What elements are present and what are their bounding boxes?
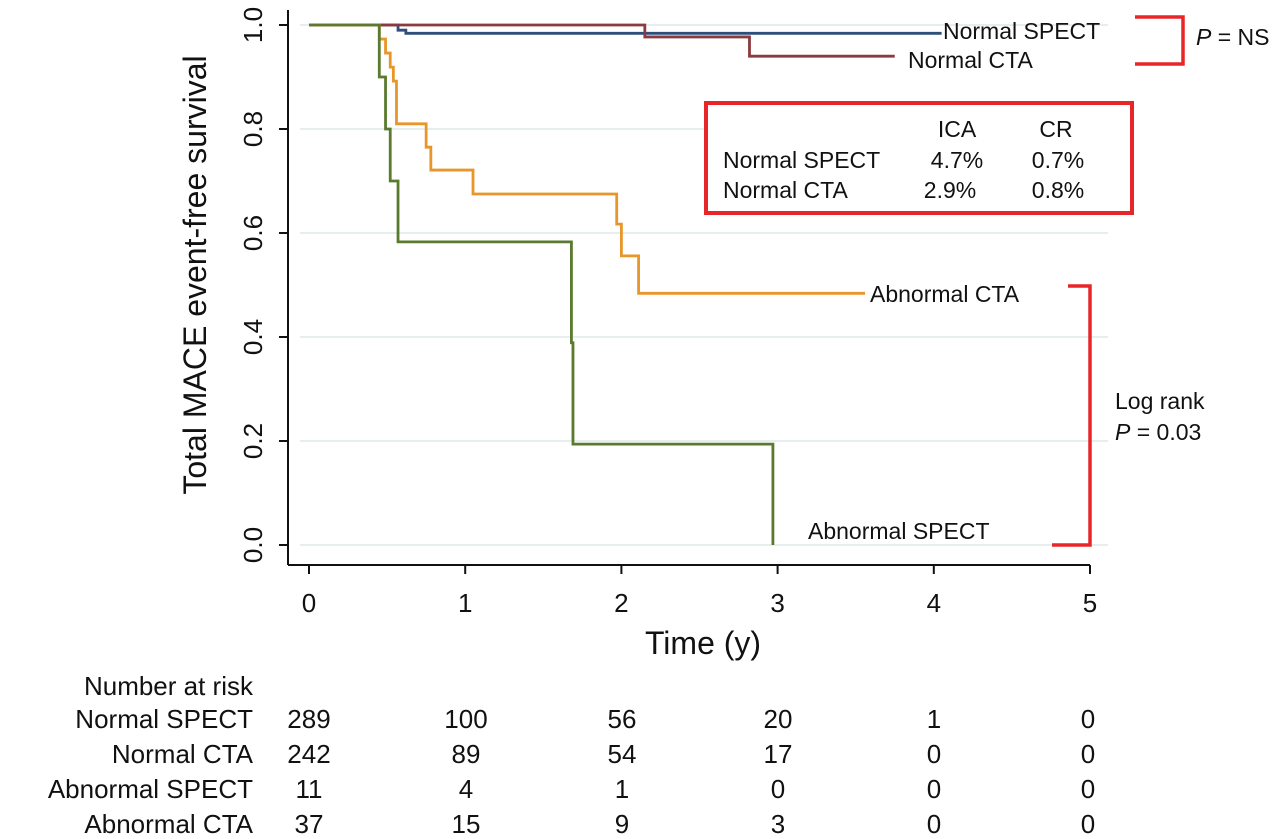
risk-row-label: Abnormal SPECT — [48, 774, 253, 804]
y-tick-label: 1.0 — [238, 7, 268, 43]
risk-cell: 17 — [764, 739, 793, 769]
risk-cell: 289 — [287, 704, 330, 734]
risk-cell: 54 — [608, 739, 637, 769]
label-normal-spect: Normal SPECT — [943, 18, 1100, 44]
x-tick-label: 0 — [302, 588, 316, 618]
risk-cell: 0 — [1081, 774, 1095, 804]
y-tick-label: 0.6 — [238, 215, 268, 251]
x-tick-label: 5 — [1083, 588, 1097, 618]
logrank-text: = 0.03 — [1130, 419, 1201, 445]
y-axis-title: Total MACE event-free survival — [177, 55, 213, 494]
x-tick-label: 3 — [770, 588, 784, 618]
ns-bracket-line — [1135, 15, 1185, 66]
risk-cell: 242 — [287, 739, 330, 769]
risk-cell: 1 — [615, 774, 629, 804]
risk-cell: 3 — [771, 809, 785, 839]
risk-cell: 0 — [927, 809, 941, 839]
risk-cell: 0 — [771, 774, 785, 804]
logrank-line2: P = 0.03 — [1115, 419, 1201, 445]
axes — [287, 10, 1090, 566]
logrank-p-letter: P — [1115, 419, 1131, 445]
risk-cell: 9 — [615, 809, 629, 839]
x-tick-label: 2 — [614, 588, 628, 618]
series-normal-cta-line — [309, 23, 895, 58]
x-tick-label: 4 — [927, 588, 941, 618]
risk-row-label: Normal CTA — [112, 739, 254, 769]
risk-cell: 56 — [608, 704, 637, 734]
number-at-risk-table: Number at risk Normal SPECT 289 100 56 20 1 0N… — [48, 671, 1095, 839]
x-axis-title: Time (y) — [645, 625, 761, 661]
label-abnormal-cta: Abnormal CTA — [870, 281, 1020, 307]
risk-cell: 0 — [1081, 809, 1095, 839]
inset-header-cr: CR — [1039, 116, 1072, 142]
risk-cell: 1 — [927, 704, 941, 734]
x-ticks: 0 1 2 3 4 5 — [302, 565, 1097, 618]
ns-text: = NS — [1211, 24, 1269, 50]
risk-cell: 15 — [452, 809, 481, 839]
inset-row-cr: 0.7% — [1032, 147, 1084, 173]
inset-row-label: Normal CTA — [723, 177, 848, 203]
y-tick-label: 0.0 — [238, 527, 268, 563]
risk-cell: 0 — [927, 739, 941, 769]
risk-cell: 0 — [927, 774, 941, 804]
ns-bracket — [1135, 15, 1185, 66]
inset-header-ica: ICA — [938, 116, 977, 142]
inset-row-cr: 0.8% — [1032, 177, 1084, 203]
risk-cell: 0 — [1081, 739, 1095, 769]
survival-curves — [309, 23, 942, 545]
ns-annotation: P = NS — [1196, 24, 1270, 50]
logrank-bracket — [1052, 284, 1092, 547]
inset-row-label: Normal SPECT — [723, 147, 880, 173]
risk-cell: 89 — [452, 739, 481, 769]
risk-table-title: Number at risk — [84, 671, 254, 701]
risk-cell: 20 — [764, 704, 793, 734]
risk-cell: 100 — [444, 704, 487, 734]
ns-p-letter: P — [1196, 24, 1212, 50]
risk-row-label: Normal SPECT — [75, 704, 253, 734]
risk-row-label: Abnormal CTA — [84, 809, 253, 839]
logrank-bracket-line — [1052, 284, 1092, 547]
y-tick-label: 0.8 — [238, 111, 268, 147]
inset-row-ica: 2.9% — [924, 177, 976, 203]
logrank-line1: Log rank — [1115, 388, 1205, 414]
y-ticks: 0.0 0.2 0.4 0.6 0.8 1.0 — [238, 7, 288, 563]
risk-cell: 37 — [295, 809, 324, 839]
risk-cell: 4 — [459, 774, 473, 804]
risk-cell: 11 — [296, 774, 323, 804]
x-tick-label: 1 — [458, 588, 472, 618]
series-abnormal-spect-line — [309, 23, 775, 545]
label-normal-cta: Normal CTA — [908, 47, 1033, 73]
inset-table: ICA CR Normal SPECT 4.7% 0.7% Normal CTA… — [704, 101, 1134, 215]
risk-cell: 0 — [1081, 704, 1095, 734]
series-abnormal-cta-line — [309, 23, 866, 295]
inset-table-border — [704, 101, 1134, 215]
inset-row-ica: 4.7% — [931, 147, 983, 173]
y-tick-label: 0.4 — [238, 319, 268, 355]
label-abnormal-spect: Abnormal SPECT — [808, 518, 990, 544]
y-tick-label: 0.2 — [238, 423, 268, 459]
